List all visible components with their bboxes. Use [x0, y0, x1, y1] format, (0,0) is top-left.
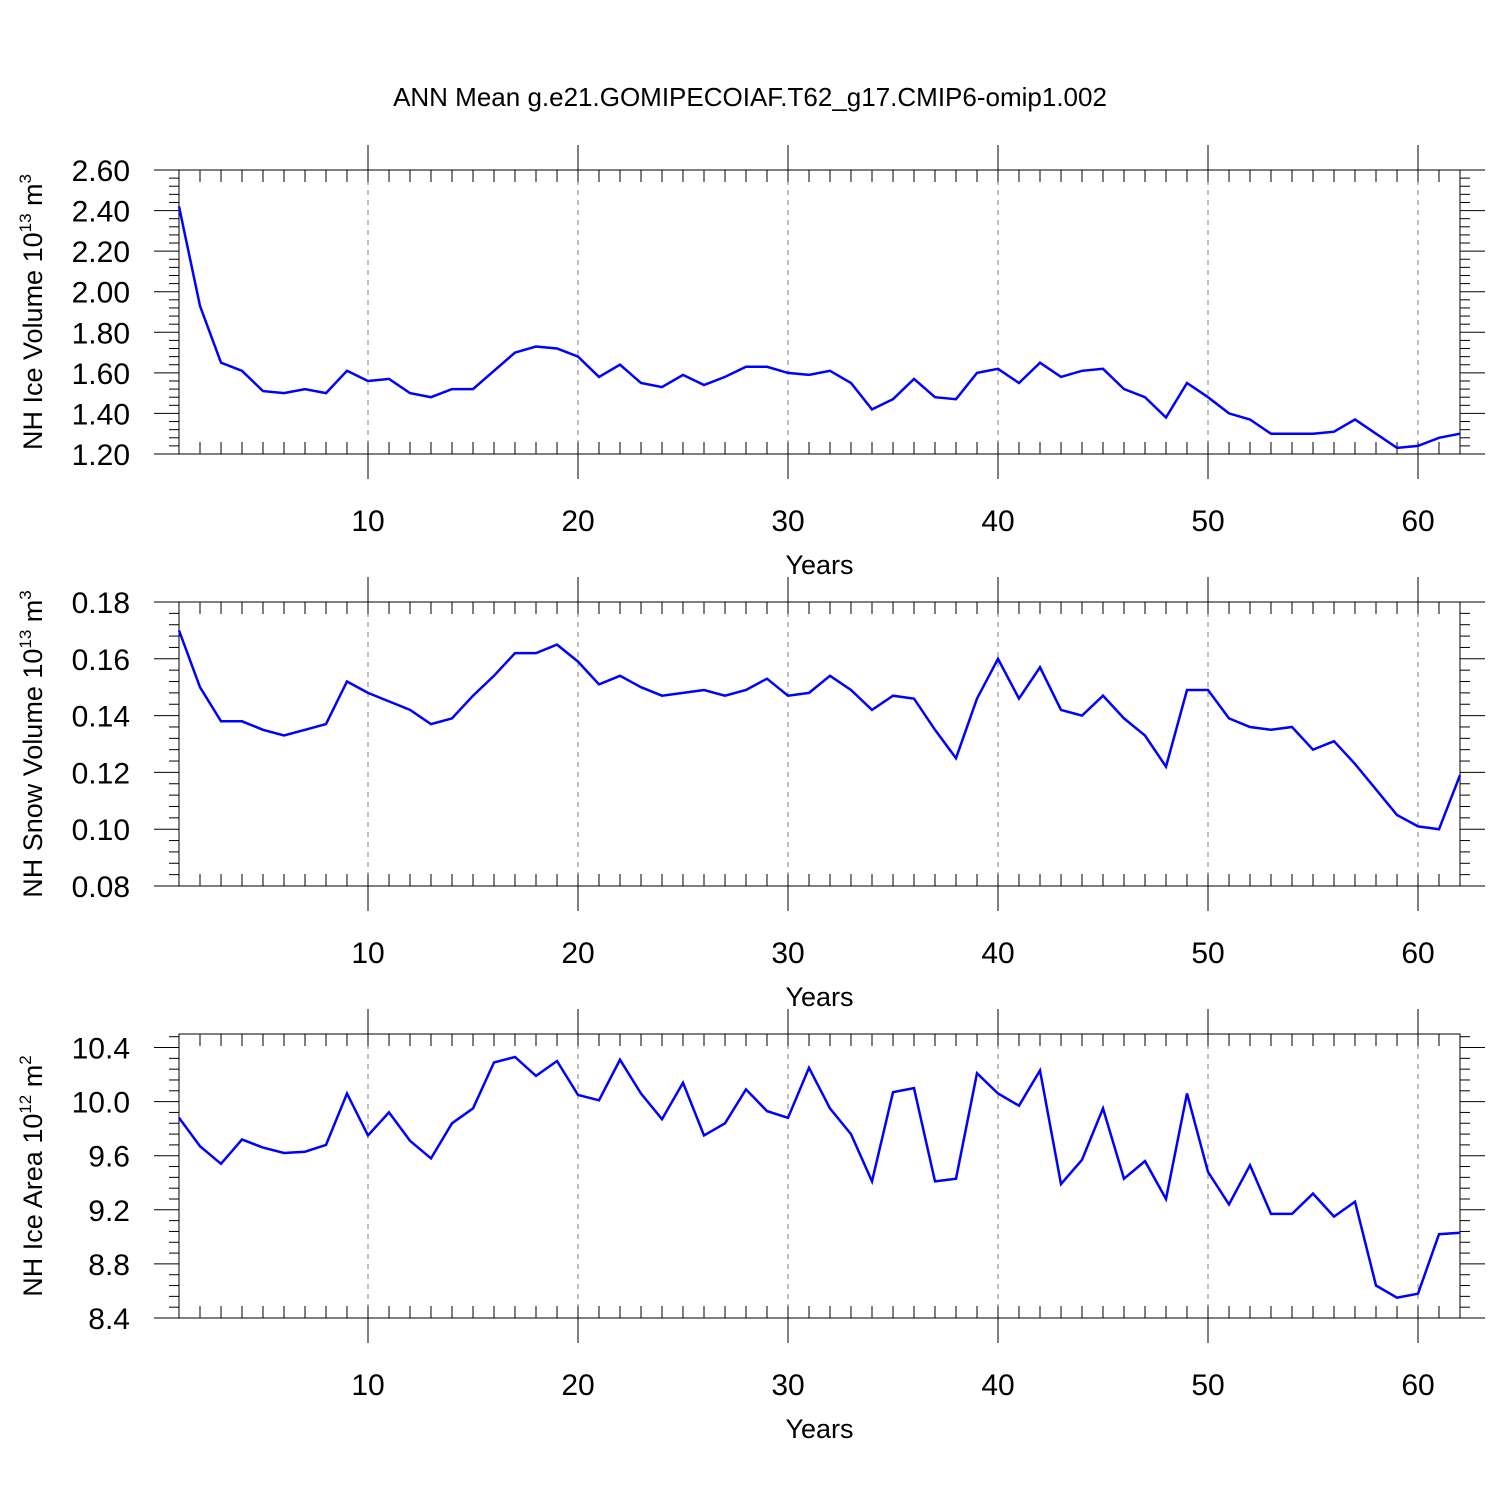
- y-axis-title: NH Ice Volume 1013 m3: [16, 174, 48, 450]
- y-tick-label: 2.20: [72, 236, 130, 269]
- x-tick-label: 60: [1401, 1369, 1434, 1402]
- y-tick-label: 1.20: [72, 439, 130, 472]
- y-tick-label: 10.4: [72, 1033, 130, 1066]
- x-tick-label: 60: [1401, 937, 1434, 970]
- y-axis-title: NH Ice Area 1012 m2: [16, 1055, 48, 1296]
- y-tick-label: 0.18: [72, 587, 130, 620]
- x-tick-label: 10: [351, 937, 384, 970]
- series-line: [177, 629, 1462, 831]
- series-line: [177, 206, 1461, 450]
- plot-frame: [178, 1033, 1461, 1319]
- x-axis-title: Years: [785, 982, 853, 1012]
- panel-snow-volume: 10 20 30 40 50 60 0.08 0.10 0.12 0.14 0.16 0.18 Year…: [16, 577, 1485, 1012]
- x-tick-label: 20: [561, 1369, 594, 1402]
- plot-frame: [178, 169, 1461, 455]
- x-tick-label: 10: [351, 1369, 384, 1402]
- y-tick-label: 0.12: [72, 757, 130, 790]
- x-tick-label: 40: [981, 1369, 1014, 1402]
- y-tick-label: 1.80: [72, 317, 130, 350]
- x-tick-label: 30: [771, 937, 804, 970]
- x-axis-title: Years: [785, 550, 853, 580]
- y-tick-label: 2.40: [72, 196, 130, 229]
- y-tick-label: 1.40: [72, 398, 130, 431]
- y-tick-label: 1.60: [72, 358, 130, 391]
- y-tick-label: 0.16: [72, 644, 130, 677]
- x-tick-label: 50: [1191, 505, 1224, 538]
- y-tick-label: 2.00: [72, 277, 130, 310]
- series-line: [177, 1055, 1461, 1300]
- page-title: ANN Mean g.e21.GOMIPECOIAF.T62_g17.CMIP6…: [393, 82, 1107, 112]
- x-tick-label: 30: [771, 505, 804, 538]
- panel-ice-area: 10 20 30 40 50 60 8.4 8.8 9.2 9.6 10.0 10.4 Years NH …: [16, 1009, 1485, 1444]
- x-tick-label: 30: [771, 1369, 804, 1402]
- y-tick-label: 9.6: [88, 1141, 130, 1174]
- panel-ice-volume: 10 20 30 40 50 60 1.20 1.40 1.60 1.80 2.00 2.20 2.40…: [16, 145, 1485, 580]
- x-tick-label: 50: [1191, 1369, 1224, 1402]
- x-tick-label: 20: [561, 505, 594, 538]
- y-tick-label: 0.14: [72, 701, 130, 734]
- y-axis-title: NH Snow Volume 1013 m3: [16, 590, 48, 898]
- y-tick-label: 9.2: [88, 1195, 130, 1228]
- y-tick-label: 8.8: [88, 1249, 130, 1282]
- x-tick-label: 60: [1401, 505, 1434, 538]
- y-tick-label: 0.10: [72, 814, 130, 847]
- y-tick-label: 2.60: [72, 155, 130, 188]
- x-tick-label: 20: [561, 937, 594, 970]
- x-tick-label: 50: [1191, 937, 1224, 970]
- x-tick-label: 40: [981, 505, 1014, 538]
- y-tick-label: 0.08: [72, 871, 130, 904]
- x-axis-title: Years: [785, 1414, 853, 1444]
- x-tick-label: 10: [351, 505, 384, 538]
- x-tick-label: 40: [981, 937, 1014, 970]
- y-tick-label: 8.4: [88, 1303, 130, 1336]
- plot-frame: [178, 601, 1461, 887]
- y-tick-label: 10.0: [72, 1087, 130, 1120]
